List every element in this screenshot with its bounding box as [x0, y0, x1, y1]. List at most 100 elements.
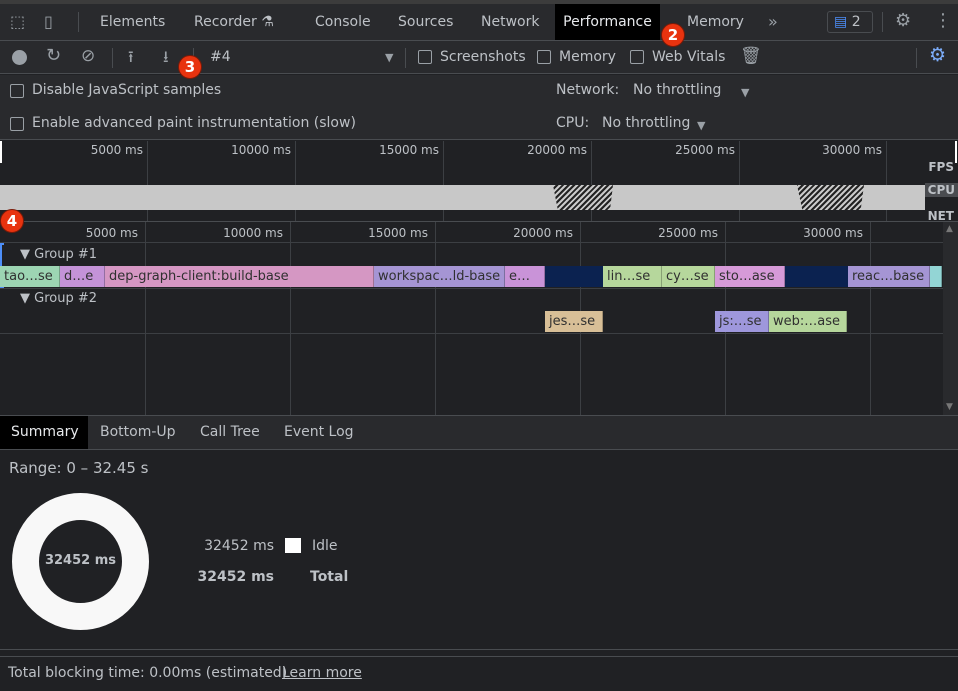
scroll-down-arrow-icon[interactable]: ▼: [946, 402, 953, 412]
tab-performance[interactable]: Performance: [555, 4, 660, 40]
memory-checkbox[interactable]: [537, 50, 551, 64]
task-bar[interactable]: reac…base: [848, 266, 930, 287]
task-bar[interactable]: sto…ase: [715, 266, 785, 287]
task-bar[interactable]: js:…se: [715, 311, 769, 332]
ruler-tick: 30000 ms: [803, 226, 863, 240]
divider: [405, 48, 406, 68]
ruler-tick: 25000 ms: [658, 226, 718, 240]
task-bar[interactable]: d…e: [60, 266, 105, 287]
ruler-tick: 20000 ms: [513, 226, 573, 240]
fps-label: FPS: [928, 160, 954, 174]
idle-color-swatch: [285, 538, 301, 553]
scroll-up-arrow-icon[interactable]: ▲: [946, 224, 953, 234]
recording-select[interactable]: #4 ▼: [200, 41, 400, 74]
task-bar[interactable]: web:…ase: [769, 311, 847, 332]
more-options-icon[interactable]: ⋮: [934, 10, 952, 31]
device-toolbar-icon[interactable]: ▯: [44, 12, 53, 31]
network-throttling-value: No throttling: [633, 82, 722, 98]
cpu-activity-chart: [0, 185, 925, 210]
tab-bottom-up[interactable]: Bottom-Up: [100, 424, 176, 440]
total-label: Total: [310, 569, 349, 585]
group-2-header[interactable]: ▼ Group #2: [20, 291, 97, 306]
learn-more-link[interactable]: Learn more: [282, 665, 362, 681]
capture-settings-gear-icon[interactable]: ⚙: [929, 44, 947, 66]
timeline-overview[interactable]: 5000 ms 10000 ms 15000 ms 20000 ms 25000…: [0, 141, 958, 223]
cpu-label: CPU:: [556, 115, 590, 131]
tab-memory[interactable]: Memory: [687, 14, 744, 30]
load-profile-upload-icon[interactable]: ⭱: [128, 47, 134, 66]
idle-value: 32452 ms: [204, 538, 274, 554]
cpu-throttling-value: No throttling: [602, 115, 691, 131]
gridline: [435, 222, 436, 415]
cpu-idle-hatch: [553, 185, 613, 210]
gridline: [443, 141, 444, 221]
cpu-throttling-select[interactable]: No throttling ▼: [602, 112, 712, 136]
gridline: [295, 141, 296, 221]
clear-icon[interactable]: ⊘: [81, 46, 96, 66]
settings-gear-icon[interactable]: ⚙: [895, 10, 912, 31]
ruler-tick: 10000 ms: [223, 226, 283, 240]
overview-tick: 5000 ms: [90, 143, 143, 157]
disable-js-samples-label: Disable JavaScript samples: [32, 82, 222, 98]
tab-sources[interactable]: Sources: [398, 14, 454, 30]
chevron-down-icon: ▼: [385, 51, 394, 64]
ruler-tick: 15000 ms: [368, 226, 428, 240]
tab-recorder[interactable]: Recorder ⚗: [180, 4, 288, 40]
tab-call-tree[interactable]: Call Tree: [200, 424, 260, 440]
cpu-idle-hatch: [797, 185, 864, 210]
divider: [882, 12, 883, 32]
flask-icon: ⚗: [261, 14, 274, 30]
group-selection-bracket: [0, 243, 4, 288]
overview-tick: 25000 ms: [675, 143, 735, 157]
divider: [0, 288, 943, 289]
record-icon[interactable]: [12, 50, 27, 65]
gridline: [870, 222, 871, 415]
tab-event-log[interactable]: Event Log: [284, 424, 354, 440]
task-bar[interactable]: workspac…ld-base: [374, 266, 505, 287]
group-1-header[interactable]: ▼ Group #1: [20, 247, 97, 262]
donut-center-total: 32452 ms: [44, 553, 117, 568]
flame-chart-scrollbar[interactable]: ▲ ▼: [943, 222, 958, 415]
task-bar[interactable]: lin…se: [603, 266, 662, 287]
overview-right-handle[interactable]: [955, 141, 957, 163]
divider: [0, 333, 943, 334]
overview-left-handle[interactable]: [0, 141, 2, 163]
task-bar[interactable]: cy…se: [662, 266, 715, 287]
tab-summary[interactable]: Summary: [0, 416, 88, 449]
cpu-label: CPU: [925, 183, 958, 197]
total-blocking-time: Total blocking time: 0.00ms (estimated): [8, 665, 288, 681]
tab-console[interactable]: Console: [315, 14, 371, 30]
more-tabs-chevron-icon[interactable]: »: [768, 12, 778, 31]
flame-chart[interactable]: 5000 ms 10000 ms 15000 ms 20000 ms 25000…: [0, 222, 943, 415]
save-profile-download-icon[interactable]: ⭳: [163, 47, 169, 66]
idle-label: Idle: [312, 538, 338, 554]
network-throttling-select[interactable]: No throttling ▼: [633, 79, 758, 103]
advanced-paint-checkbox[interactable]: [10, 117, 24, 131]
web-vitals-checkbox[interactable]: [630, 50, 644, 64]
tab-elements[interactable]: Elements: [100, 14, 166, 30]
total-value: 32452 ms: [197, 569, 274, 585]
task-bar[interactable]: jes…se: [545, 311, 603, 332]
gridline: [591, 141, 592, 221]
window-top-edge: [0, 0, 958, 4]
tab-network[interactable]: Network: [481, 14, 540, 30]
inspect-element-icon[interactable]: ⬚: [10, 12, 26, 31]
reload-record-icon[interactable]: ↻: [46, 45, 62, 66]
range-text: Range: 0 – 32.45 s: [9, 459, 149, 477]
disable-js-samples-checkbox[interactable]: [10, 84, 24, 98]
task-bar[interactable]: dep-graph-client:build-base: [105, 266, 374, 287]
screenshots-label: Screenshots: [440, 49, 526, 65]
annotation-badge: 2: [661, 23, 685, 47]
overview-tick: 30000 ms: [822, 143, 882, 157]
gridline: [739, 141, 740, 221]
annotation-badge: 3: [178, 55, 202, 79]
issues-button[interactable]: ▤ 2: [827, 11, 873, 33]
screenshots-checkbox[interactable]: [418, 50, 432, 64]
trash-icon[interactable]: 🗑: [740, 46, 762, 66]
task-bar[interactable]: [930, 266, 942, 287]
network-label: Network:: [556, 82, 620, 98]
selection-highlight: [785, 266, 848, 287]
task-bar[interactable]: tao…se: [0, 266, 60, 287]
task-bar[interactable]: e…: [505, 266, 545, 287]
tab-recorder-label: Recorder: [194, 14, 257, 30]
